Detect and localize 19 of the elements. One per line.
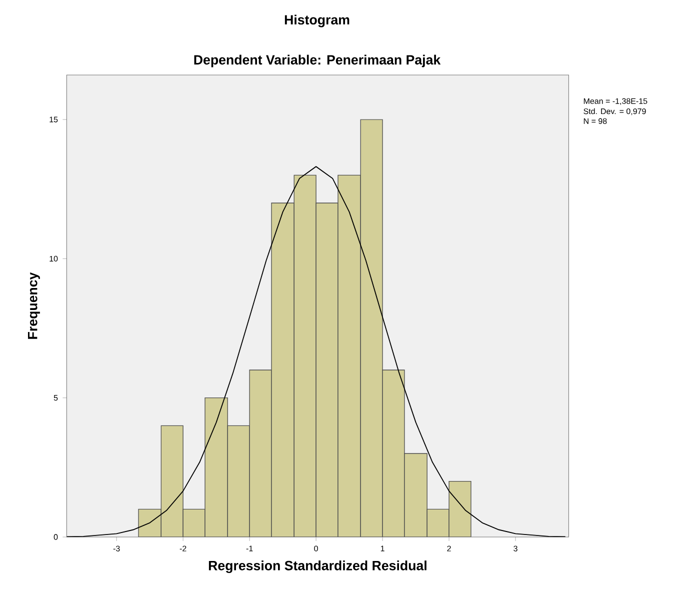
x-tick-label: -1	[246, 546, 253, 552]
y-tick-label: 5	[54, 395, 58, 401]
y-tick-label: 15	[50, 116, 58, 122]
y-tick-label: 0	[54, 534, 58, 540]
line-series	[66, 166, 566, 537]
text: N = 98	[584, 118, 607, 124]
text: Mean = -1,38E-15	[584, 98, 648, 105]
chart-subtitle: Dependent Variable: Penerimaan Pajak	[194, 54, 441, 68]
text: Std. Dev. = 0,979	[584, 108, 646, 116]
chart-title: Histogram	[284, 14, 350, 28]
x-tick-label: 1	[380, 546, 384, 552]
y-axis-title: Frequency	[28, 272, 40, 339]
x-tick-label: 3	[514, 546, 518, 552]
y-tick-label: 10	[50, 256, 58, 262]
x-axis-title: Regression Standardized Residual	[208, 560, 426, 574]
x-tick-label: -2	[180, 546, 186, 552]
x-tick-label: 2	[447, 546, 451, 552]
x-tick-label: 0	[314, 546, 318, 552]
x-tick-label: -3	[113, 546, 120, 552]
